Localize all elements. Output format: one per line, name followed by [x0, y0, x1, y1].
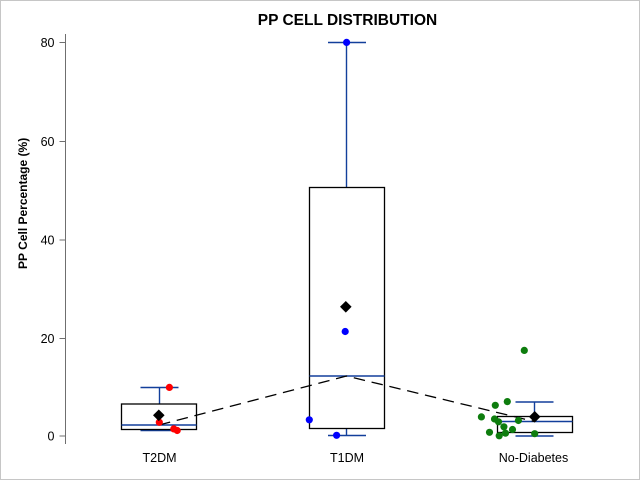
svg-text:0: 0	[48, 429, 55, 443]
svg-text:40: 40	[41, 233, 55, 247]
svg-text:80: 80	[41, 36, 55, 50]
svg-text:T1DM: T1DM	[330, 451, 364, 465]
svg-text:PP CELL DISTRIBUTION: PP CELL DISTRIBUTION	[258, 12, 437, 29]
svg-text:60: 60	[41, 135, 55, 149]
svg-text:PP Cell Percentage (%): PP Cell Percentage (%)	[16, 138, 30, 269]
svg-text:No-Diabetes: No-Diabetes	[499, 451, 568, 465]
svg-text:T2DM: T2DM	[142, 451, 176, 465]
svg-text:20: 20	[41, 332, 55, 346]
